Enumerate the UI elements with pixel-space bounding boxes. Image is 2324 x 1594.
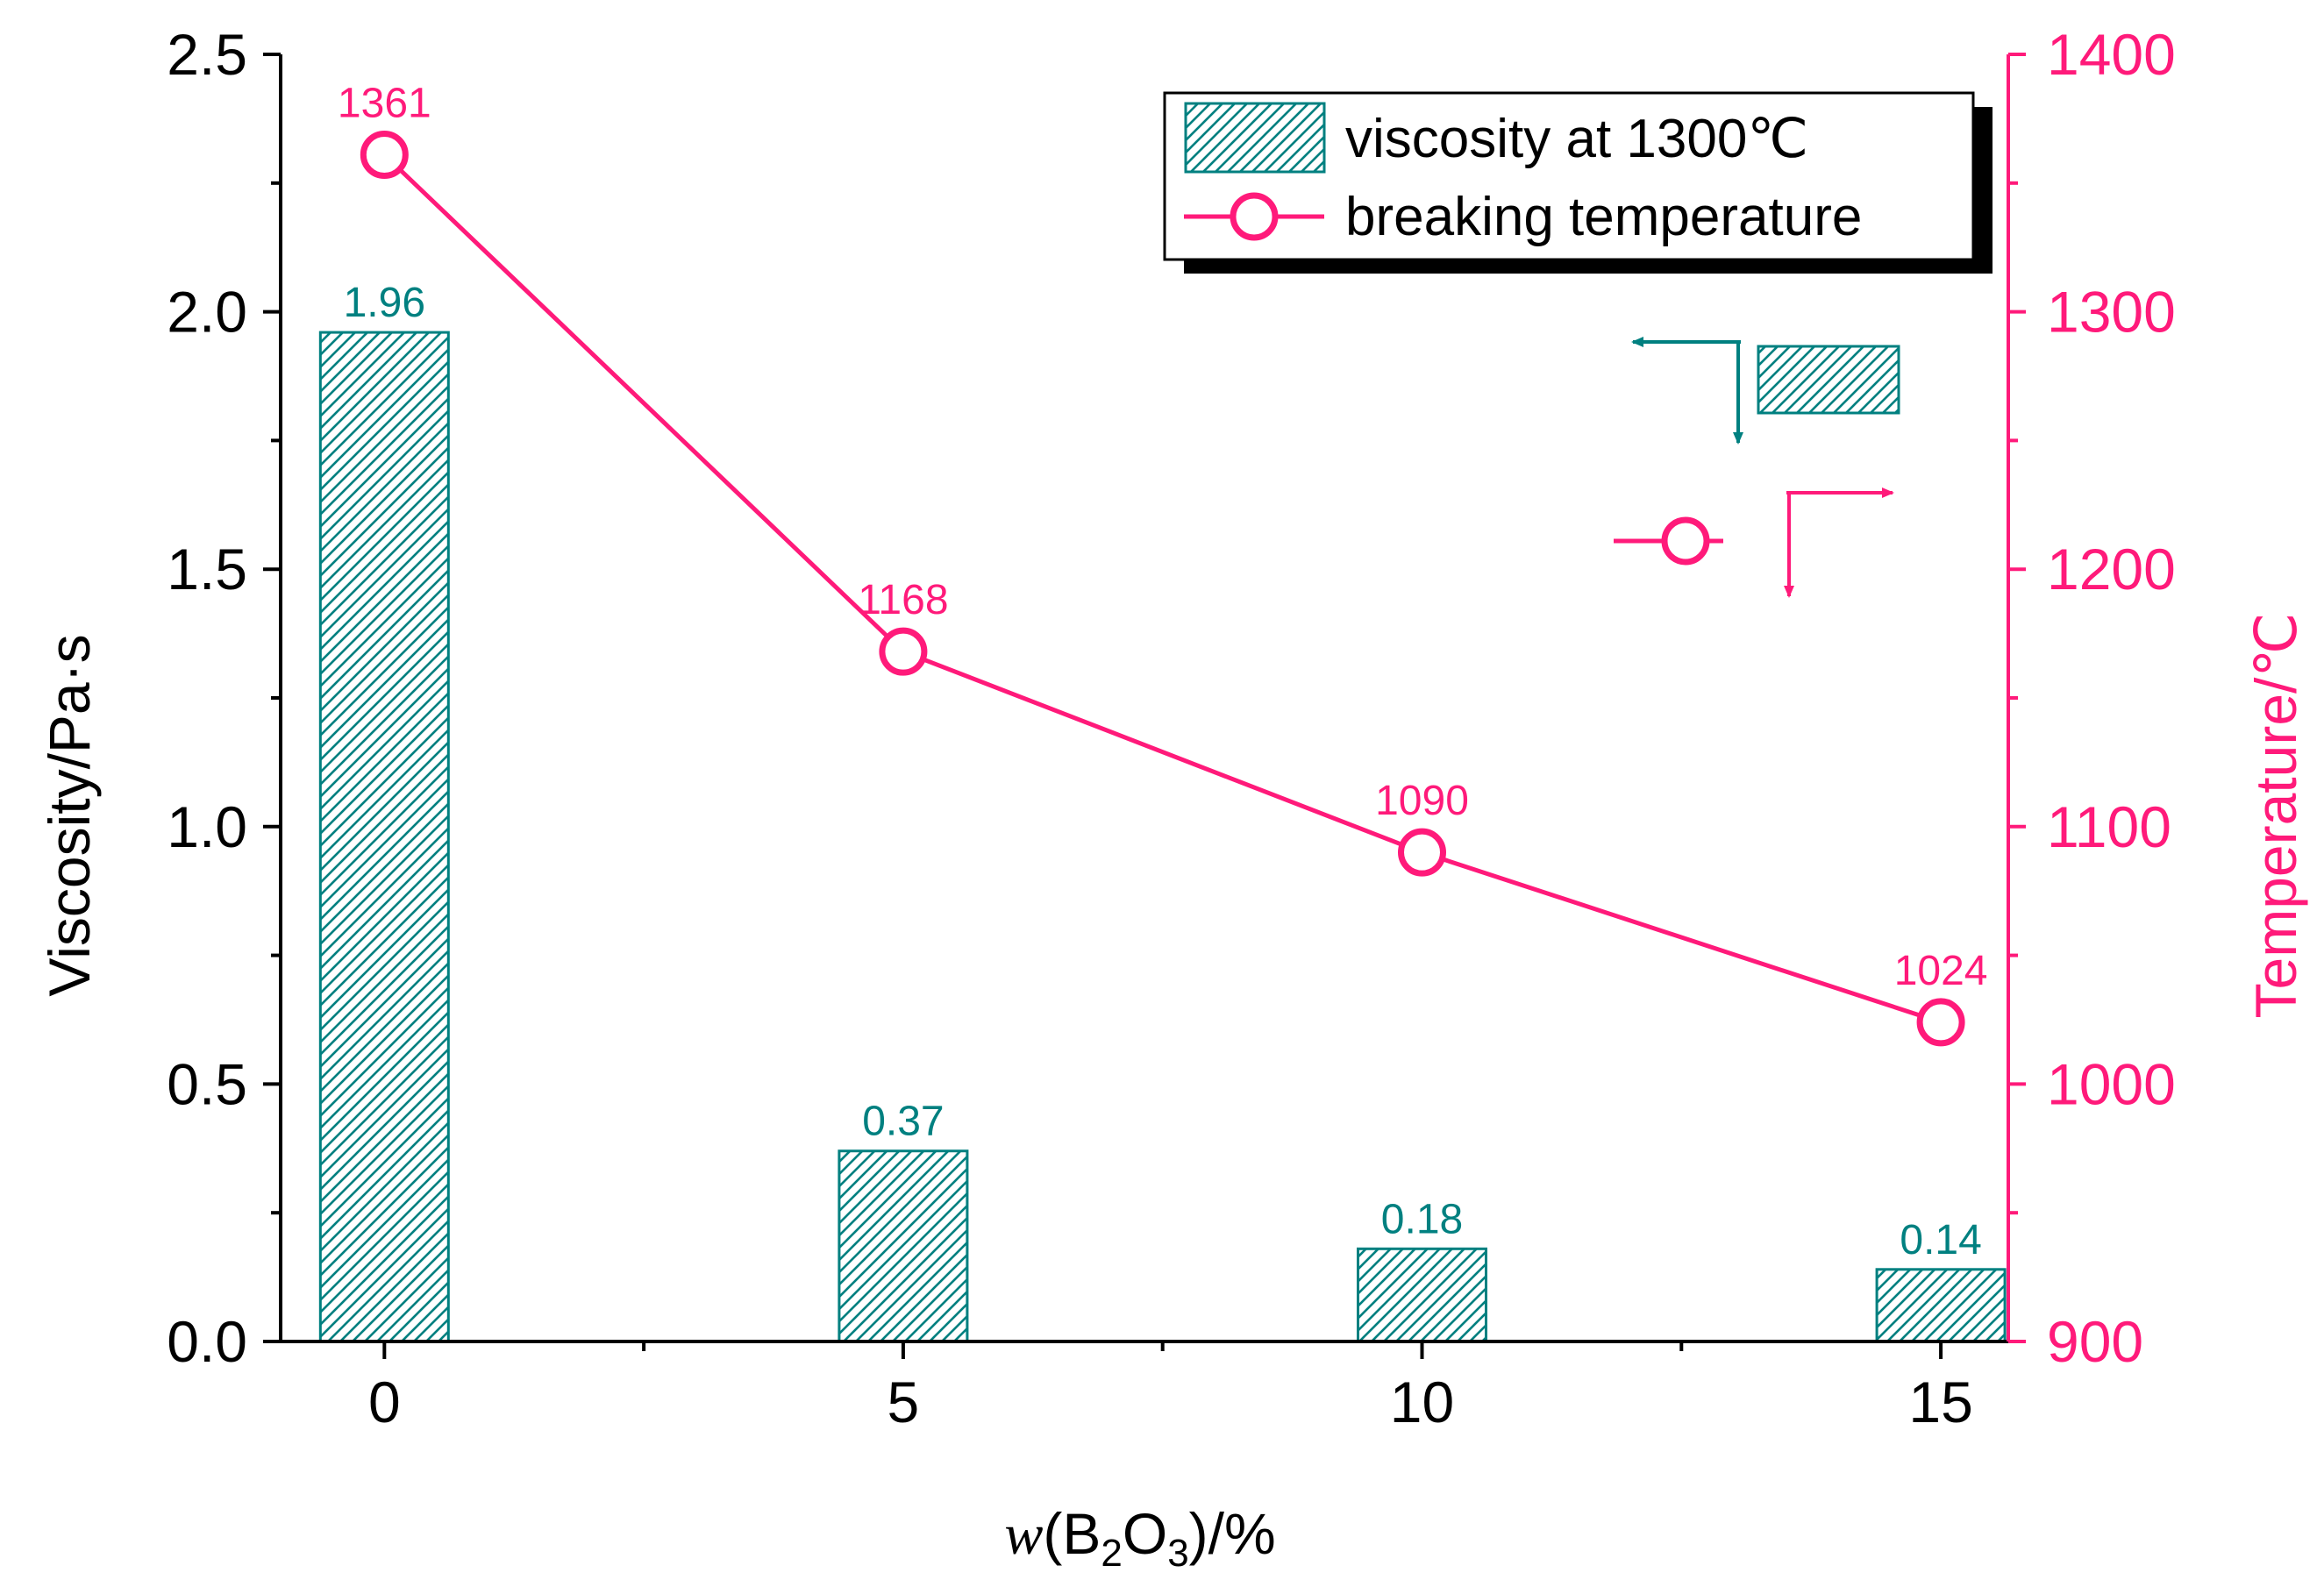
bar-value-label: 0.18 bbox=[1381, 1196, 1463, 1242]
legend-label-temperature: breaking temperature bbox=[1345, 187, 1862, 247]
x-title-part-b: O bbox=[1123, 1501, 1167, 1566]
x-title-part-c: )/% bbox=[1189, 1501, 1276, 1566]
temperature-point-x-5 bbox=[879, 627, 928, 676]
axis-ticks: 0.0 0.5 1.0 1.5 2.0 2.5 900 1000 1100 1200 1300 140… bbox=[167, 22, 2176, 1434]
y-axis-left-title: Viscosity/Pa·s bbox=[37, 634, 102, 996]
temperature-point-x-10 bbox=[1398, 828, 1447, 877]
x-tick-label: 0 bbox=[368, 1370, 401, 1434]
bar-axis-swatch bbox=[1757, 345, 1900, 415]
y-left-tick-label: 1.0 bbox=[167, 794, 247, 859]
line-axis-marker bbox=[1661, 516, 1710, 566]
temperature-value-label: 1024 bbox=[1894, 948, 1988, 994]
x-tick-label: 15 bbox=[1908, 1370, 1972, 1434]
viscosity-bars bbox=[318, 331, 2007, 1343]
x-tick-label: 5 bbox=[888, 1370, 920, 1434]
y-right-tick-label: 1300 bbox=[2047, 280, 2176, 345]
data-labels: 1.96 0.37 0.18 0.14 1361 1168 1090 1024 bbox=[338, 81, 1988, 1263]
x-title-sub-2: 3 bbox=[1167, 1532, 1188, 1575]
legend-label-viscosity: viscosity at 1300℃ bbox=[1345, 109, 1808, 169]
y-left-tick-label: 0.5 bbox=[167, 1051, 247, 1116]
x-title-part-a: (B bbox=[1043, 1501, 1101, 1566]
bar-x-5 bbox=[838, 1149, 969, 1343]
x-tick-label: 10 bbox=[1390, 1370, 1454, 1434]
y-left-tick-label: 1.5 bbox=[167, 537, 247, 601]
bar-x-0 bbox=[318, 331, 450, 1343]
temperature-value-label: 1168 bbox=[858, 577, 948, 623]
legend: viscosity at 1300℃ breaking temperature bbox=[1163, 91, 1993, 274]
y-left-tick-label: 2.0 bbox=[167, 280, 247, 345]
bar-x-10 bbox=[1357, 1247, 1488, 1343]
temperature-value-label: 1090 bbox=[1375, 778, 1469, 824]
y-left-tick-label: 0.0 bbox=[167, 1309, 247, 1374]
y-right-tick-label: 1000 bbox=[2047, 1051, 2176, 1116]
temperature-value-label: 1361 bbox=[338, 81, 431, 127]
temperature-line bbox=[360, 131, 1965, 1047]
temperature-series-line bbox=[382, 153, 1942, 1025]
y-left-tick-label: 2.5 bbox=[167, 22, 247, 87]
bar-value-label: 0.14 bbox=[1900, 1217, 1981, 1263]
y-right-tick-label: 1400 bbox=[2047, 22, 2176, 87]
legend-swatch-viscosity bbox=[1184, 102, 1326, 174]
bar-value-label: 0.37 bbox=[862, 1099, 944, 1145]
x-axis-title: w(B2O3)/% bbox=[1004, 1501, 1275, 1575]
temperature-point-x-0 bbox=[360, 131, 409, 180]
bar-value-label: 1.96 bbox=[344, 280, 425, 326]
x-title-sub-1: 2 bbox=[1101, 1532, 1122, 1575]
y-axis-right-title: Temperature/℃ bbox=[2243, 613, 2308, 1019]
legend-marker-temperature bbox=[1230, 192, 1279, 241]
x-title-prefix: w bbox=[1004, 1503, 1043, 1567]
y-right-tick-label: 1100 bbox=[2047, 794, 2171, 859]
y-right-tick-label: 1200 bbox=[2047, 537, 2176, 601]
temperature-point-x-15 bbox=[1916, 998, 1965, 1047]
bar-x-15 bbox=[1875, 1268, 2007, 1343]
axis-indicators bbox=[1614, 337, 1900, 598]
y-right-tick-label: 900 bbox=[2047, 1309, 2143, 1374]
